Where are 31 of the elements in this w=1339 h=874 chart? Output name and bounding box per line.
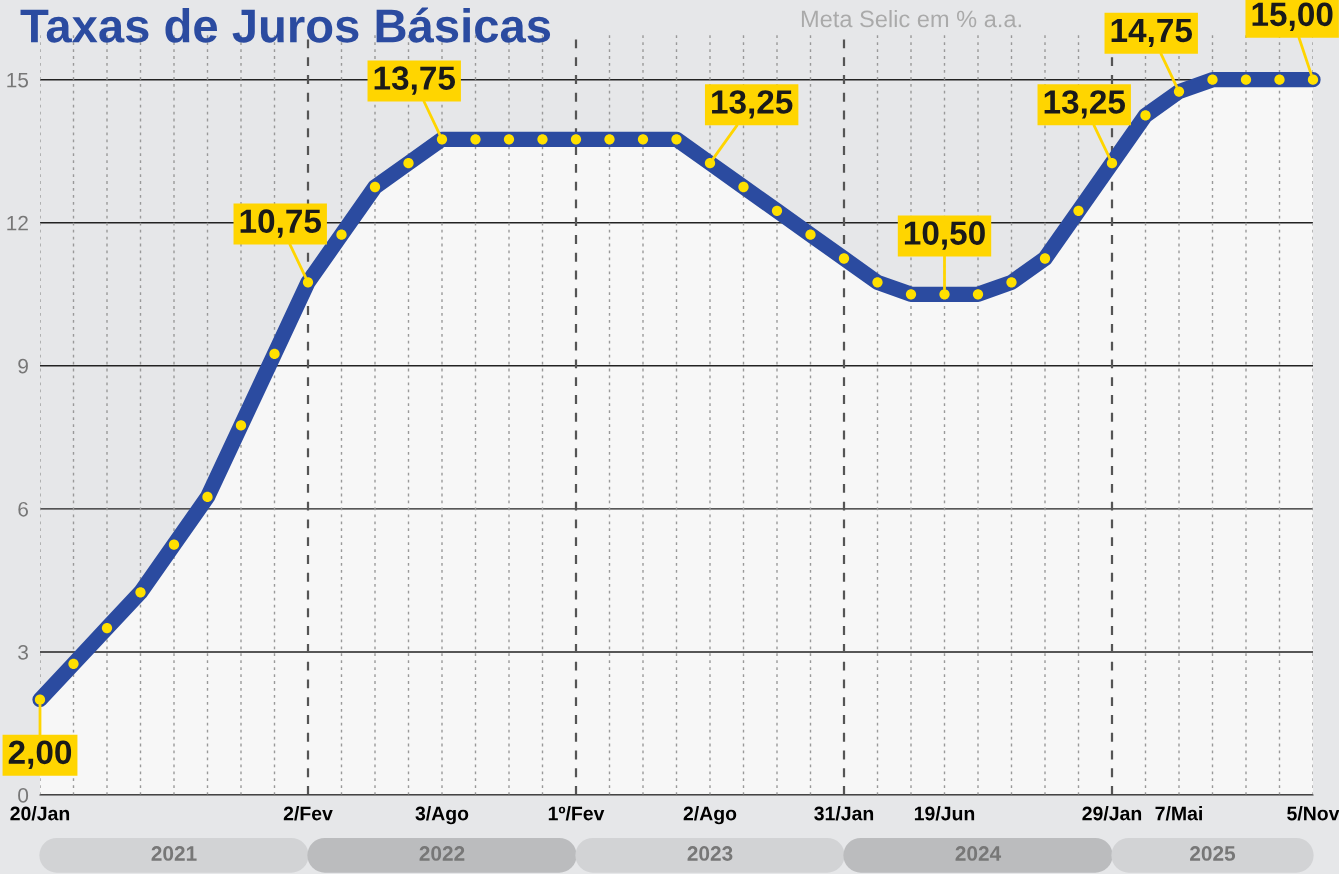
text: 2022: [419, 846, 465, 861]
y-tick-label: 6: [18, 501, 28, 517]
y-tick-label: 3: [18, 644, 28, 660]
data-label: 10,50: [904, 221, 985, 250]
chart-subtitle: Meta Selic em % a.a.: [801, 10, 1021, 28]
data-label: 15,00: [1252, 2, 1333, 31]
x-tick-label: 2/Ago: [683, 806, 737, 825]
data-label: 13,25: [712, 90, 793, 119]
text: 2024: [955, 846, 1002, 861]
x-tick-label: 2/Fev: [283, 806, 333, 821]
y-tick-label: 9: [18, 358, 28, 374]
y-tick-label: 12: [7, 215, 28, 231]
text: 2023: [687, 846, 733, 861]
data-label: 10,75: [240, 209, 321, 238]
x-tick-label: 31/Jan: [814, 806, 874, 821]
y-tick-label: 0: [18, 788, 29, 803]
data-label: 14,75: [1111, 18, 1192, 48]
text: 2021: [151, 846, 197, 861]
data-label: 13,75: [374, 66, 455, 95]
x-tick-label: 7/Mai: [1155, 806, 1202, 821]
x-tick-label: 3/Ago: [415, 806, 469, 825]
data-label: 2,00: [8, 740, 72, 769]
text: 2025: [1190, 846, 1236, 861]
chart-title: Taxas de Juros Básicas: [20, 7, 551, 43]
x-tick-label: 29/Jan: [1082, 806, 1142, 821]
x-tick-label: 19/Jun: [914, 806, 975, 821]
x-tick-label: 20/Jan: [10, 806, 70, 821]
data-label: 13,25: [1044, 90, 1125, 119]
y-tick-label: 15: [7, 72, 29, 88]
x-tick-label: 1º/Fev: [548, 806, 605, 821]
x-tick-label: 5/Nov: [1287, 806, 1339, 821]
